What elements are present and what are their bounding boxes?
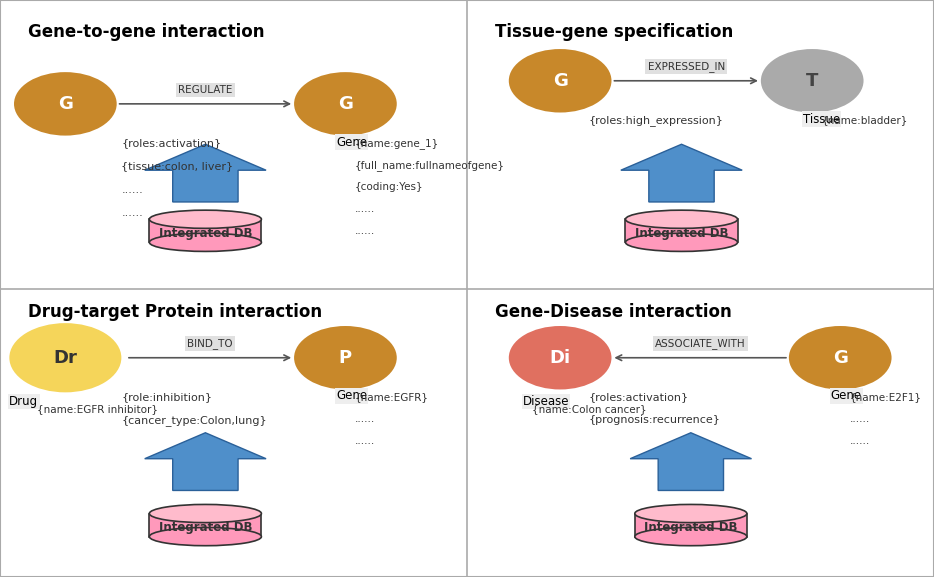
Text: {tissue:colon, liver}: {tissue:colon, liver} [121,162,233,171]
Ellipse shape [149,233,261,252]
Text: EXPRESSED_IN: EXPRESSED_IN [648,61,725,72]
Circle shape [294,72,397,136]
Text: ......: ...... [850,436,870,446]
Text: ......: ...... [354,204,375,214]
Polygon shape [620,144,743,202]
Text: Di: Di [550,349,571,367]
Circle shape [294,326,397,389]
Text: {roles:activation}: {roles:activation} [121,138,222,148]
Text: REGULATE: REGULATE [179,85,232,95]
Text: BIND_TO: BIND_TO [187,338,233,349]
Text: {roles:activation}: {roles:activation} [588,392,688,402]
Circle shape [789,326,891,389]
Text: ......: ...... [354,436,375,446]
Text: Drug: Drug [9,395,39,409]
Text: ......: ...... [850,414,870,424]
Text: ......: ...... [121,185,143,194]
Polygon shape [145,144,266,202]
Bar [149,219,261,242]
Text: Integrated DB: Integrated DB [159,227,252,240]
Text: Integrated DB: Integrated DB [634,227,728,240]
Text: Disease: Disease [523,395,570,409]
Circle shape [509,326,612,389]
Text: {prognosis:recurrence}: {prognosis:recurrence} [588,415,720,425]
Bar [149,514,261,537]
Text: T: T [806,72,819,90]
Ellipse shape [625,210,738,228]
Bar [625,219,738,242]
Circle shape [509,49,612,113]
Polygon shape [145,433,266,490]
Text: Tissue-gene specification: Tissue-gene specification [494,23,733,41]
Text: G: G [833,349,848,367]
Text: G: G [553,72,568,90]
Text: ......: ...... [121,208,143,218]
Ellipse shape [634,504,747,523]
Text: Integrated DB: Integrated DB [644,522,738,534]
Text: {coding:Yes}: {coding:Yes} [354,182,423,192]
Text: {name:bladder}: {name:bladder} [822,115,908,125]
Ellipse shape [149,210,261,228]
Text: Gene-Disease interaction: Gene-Disease interaction [494,303,731,321]
Text: ASSOCIATE_WITH: ASSOCIATE_WITH [655,338,745,349]
Text: Gene-to-gene interaction: Gene-to-gene interaction [28,23,264,41]
Ellipse shape [149,504,261,523]
Text: G: G [338,95,352,113]
Text: Tissue: Tissue [803,113,840,126]
Text: ......: ...... [354,226,375,236]
Text: Gene: Gene [337,389,368,403]
Text: {name:EGFR}: {name:EGFR} [354,392,429,402]
Text: G: G [58,95,72,113]
Text: ......: ...... [354,414,375,424]
Ellipse shape [625,233,738,252]
Circle shape [760,49,864,113]
Text: Integrated DB: Integrated DB [159,522,252,534]
Text: P: P [338,349,352,367]
Text: {name:E2F1}: {name:E2F1} [850,392,921,402]
Ellipse shape [149,527,261,546]
Text: {name:EGFR inhibitor}: {name:EGFR inhibitor} [38,404,158,414]
Polygon shape [630,433,751,490]
Text: {role:inhibition}: {role:inhibition} [121,392,212,402]
Text: {roles:high_expression}: {roles:high_expression} [588,115,723,126]
Text: Dr: Dr [54,349,77,367]
Text: {name:Colon cancer}: {name:Colon cancer} [532,404,647,414]
Circle shape [14,72,117,136]
Text: {cancer_type:Colon,lung}: {cancer_type:Colon,lung} [121,415,267,426]
Text: Drug-target Protein interaction: Drug-target Protein interaction [28,303,322,321]
Text: Gene: Gene [831,389,862,403]
Text: {full_name:fullnameofgene}: {full_name:fullnameofgene} [354,160,505,171]
Ellipse shape [634,527,747,546]
Circle shape [9,323,121,392]
Text: {name:gene_1}: {name:gene_1} [354,138,439,149]
Bar [634,514,747,537]
Text: Gene: Gene [337,136,368,149]
